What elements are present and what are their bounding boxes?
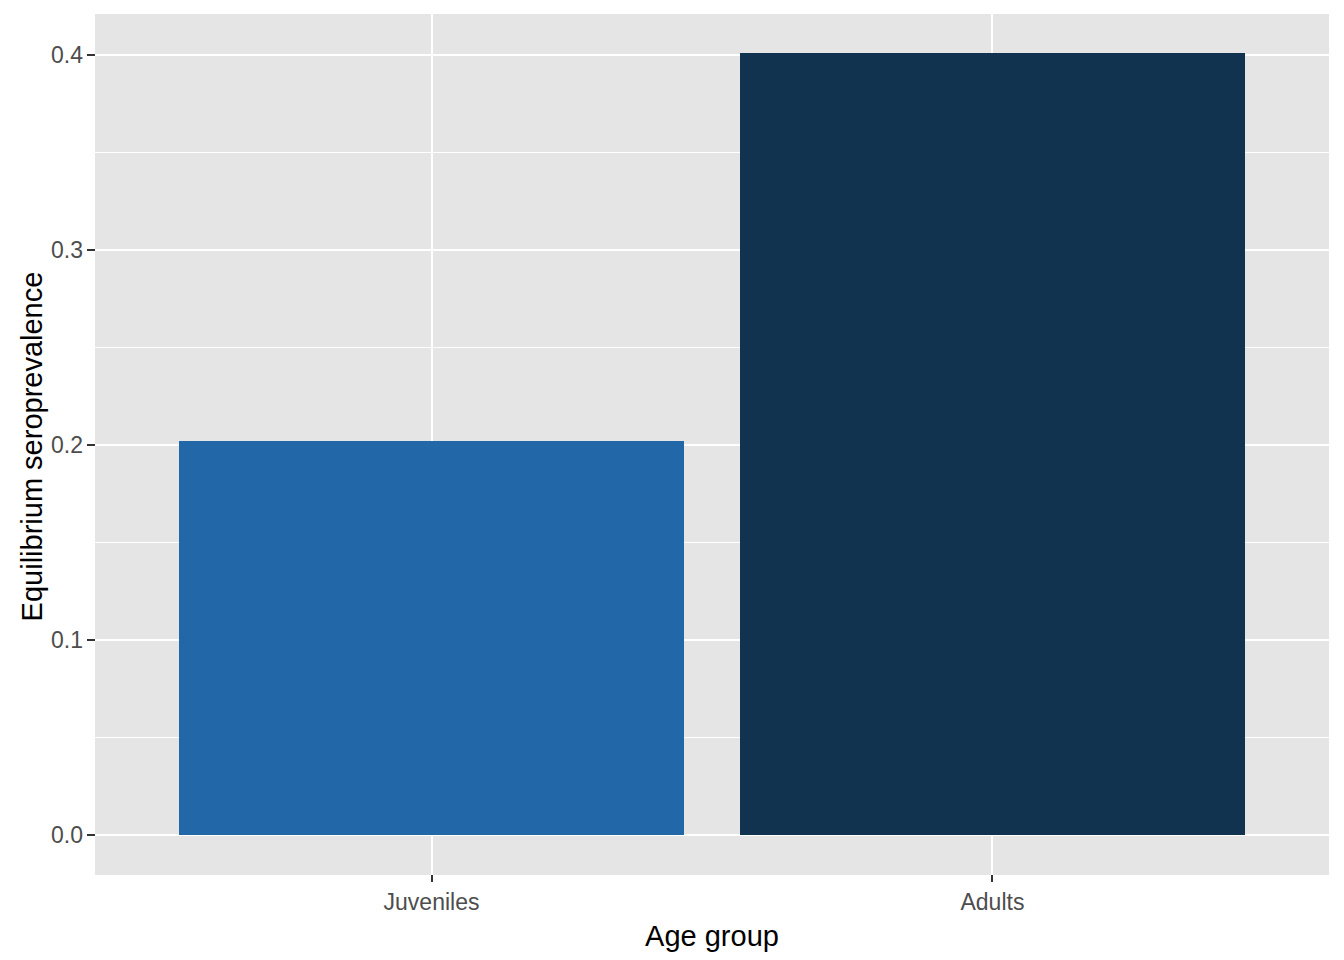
y-tick-mark — [87, 54, 95, 56]
y-tick-label: 0.2 — [23, 432, 83, 458]
x-tick-mark — [991, 875, 993, 882]
y-tick-label: 0.1 — [23, 627, 83, 653]
y-tick-label: 0.0 — [23, 822, 83, 848]
x-tick-label-adults: Adults — [892, 889, 1092, 915]
y-tick-label: 0.4 — [23, 42, 83, 68]
y-tick-label: 0.3 — [23, 237, 83, 263]
y-tick-mark — [87, 249, 95, 251]
y-tick-mark — [87, 444, 95, 446]
x-tick-label-juveniles: Juveniles — [332, 889, 532, 915]
y-tick-mark — [87, 834, 95, 836]
bar-adults — [740, 53, 1245, 835]
x-tick-mark — [431, 875, 433, 882]
x-axis-title: Age group — [95, 920, 1329, 953]
bar-chart-figure: Equilibrium seroprevalence 0.00.10.20.30… — [0, 0, 1344, 960]
bar-juveniles — [179, 441, 684, 835]
y-tick-mark — [87, 639, 95, 641]
plot-panel — [95, 14, 1329, 875]
